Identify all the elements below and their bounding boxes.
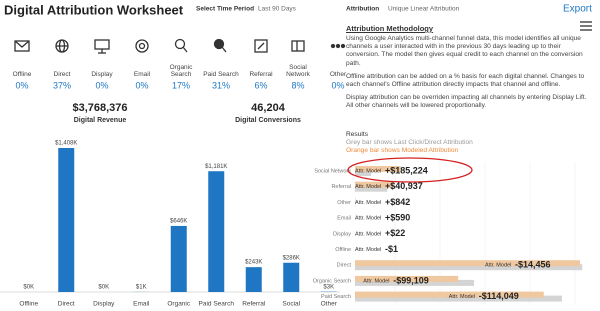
methodology-paragraph: Display attribution can be overriden imp…	[346, 94, 587, 110]
result-change: +$22	[385, 228, 405, 238]
attr-model-label: Attr. Model	[355, 247, 381, 253]
channel-label: Referral	[249, 71, 273, 78]
result-change: -$14,456	[515, 260, 551, 270]
last-click-bar	[355, 264, 583, 271]
channel-share: 0%	[15, 80, 28, 90]
time-label: Select Time Period	[196, 6, 254, 13]
kpi-label: Digital Revenue	[74, 117, 127, 124]
result-channel: Organic Search	[313, 278, 351, 284]
attribution-value[interactable]: Unique Linear Attribution	[388, 6, 460, 13]
bar-value-label: $3K	[323, 284, 334, 290]
result-channel: Display	[333, 231, 351, 237]
channel-label: Offline	[12, 71, 32, 78]
export-button[interactable]: Export	[563, 4, 592, 15]
bar-value-label: $243K	[245, 260, 262, 266]
methodology-paragraph: Using Google Analytics multi-channel fun…	[346, 35, 583, 67]
results-header: Results Grey bar shows Last Click/Direct…	[346, 131, 591, 156]
last-click-bar	[355, 185, 388, 192]
bar-value-label: $0K	[23, 285, 34, 291]
page-title: Digital Attribution Worksheet	[4, 2, 184, 17]
result-change: +$40,937	[385, 181, 423, 191]
x-category-label: Paid Search	[199, 301, 235, 308]
methodology-title: Attribution Methodology	[346, 24, 434, 33]
modeled-bar	[355, 275, 459, 282]
methodology: Attribution Methodology Using Google Ana…	[346, 24, 591, 116]
bar-value-label: $1,181K	[205, 164, 227, 170]
channel-share: 37%	[53, 80, 71, 90]
channel-label: Other	[329, 71, 347, 78]
result-channel: Social Network	[314, 168, 351, 174]
revenue-bar	[283, 262, 300, 292]
x-category-label: Direct	[58, 301, 75, 308]
attribution-label: Attribution	[346, 6, 379, 13]
modeled-bar	[355, 260, 580, 267]
result-channel: Other	[337, 200, 351, 206]
attr-model-label: Attr. Model	[449, 294, 475, 300]
channel-label: Organic Search	[169, 64, 193, 78]
channel-label: Social Network	[286, 64, 310, 78]
bar-value-label: $646K	[170, 219, 187, 225]
result-channel: Referral	[331, 184, 351, 190]
channel-share: 31%	[212, 80, 230, 90]
result-channel: Paid Search	[321, 294, 351, 300]
last-click-bar	[355, 295, 562, 302]
kpi-value: 46,204	[251, 102, 286, 114]
x-category-label: Social	[282, 301, 300, 308]
result-channel: Offline	[335, 247, 351, 253]
time-value[interactable]: Last 90 Days	[258, 6, 297, 13]
result-change: +$590	[385, 212, 410, 222]
channel-label: Direct	[53, 71, 71, 78]
attr-model-label: Attr. Model	[355, 184, 381, 190]
result-channel: Direct	[337, 263, 352, 269]
x-category-label: Other	[321, 301, 338, 308]
result-change: -$1	[385, 244, 398, 254]
bar-value-label: $1K	[136, 284, 147, 290]
attr-model-label: Attr. Model	[355, 168, 381, 174]
channel-share: 17%	[172, 80, 190, 90]
bar-value-label: $0K	[98, 285, 109, 291]
methodology-paragraph: Offline attribution can be added on a % …	[346, 72, 585, 89]
revenue-bar	[58, 148, 75, 292]
x-category-label: Referral	[242, 301, 266, 308]
last-click-bar	[355, 279, 475, 286]
x-category-label: Offline	[19, 301, 38, 308]
channel-share: 0%	[95, 80, 108, 90]
result-change: +$842	[385, 197, 410, 207]
attr-model-label: Attr. Model	[363, 278, 389, 284]
legend-orange: Orange bar shows Modeled Attribution	[346, 147, 459, 155]
channel-share: 0%	[331, 80, 344, 90]
attr-model-label: Attr. Model	[355, 231, 381, 237]
result-channel: Email	[337, 216, 351, 222]
channel-icons	[14, 38, 346, 54]
result-change: +$185,224	[385, 165, 428, 175]
menu-icon[interactable]	[580, 21, 592, 31]
x-category-label: Organic	[167, 301, 191, 308]
kpi-label: Digital Conversions	[235, 117, 301, 124]
x-category-label: Display	[93, 301, 115, 308]
modeled-bar	[355, 181, 394, 188]
x-category-label: Email	[133, 301, 150, 308]
result-change: -$99,109	[393, 275, 429, 285]
channel-share: 8%	[291, 80, 304, 90]
revenue-bar	[170, 225, 187, 292]
kpi-value: $3,768,376	[72, 102, 127, 114]
revenue-bar	[208, 171, 225, 292]
attr-model-label: Attr. Model	[355, 200, 381, 206]
modeled-bar	[355, 291, 544, 298]
result-change: -$114,049	[479, 291, 519, 301]
bar-value-label: $286K	[283, 255, 300, 261]
channel-label: Paid Search	[203, 71, 239, 78]
bar-value-label: $1,408K	[55, 141, 77, 147]
channel-label: Display	[91, 71, 113, 78]
channel-share: 0%	[135, 80, 148, 90]
attr-model-label: Attr. Model	[485, 263, 511, 269]
legend-grey: Grey bar shows Last Click/Direct Attribu…	[346, 139, 473, 147]
results-title: Results	[346, 131, 368, 138]
revenue-bar	[245, 267, 262, 292]
channel-label: Email	[133, 71, 151, 78]
channel-share: 6%	[254, 80, 267, 90]
attr-model-label: Attr. Model	[355, 216, 381, 222]
